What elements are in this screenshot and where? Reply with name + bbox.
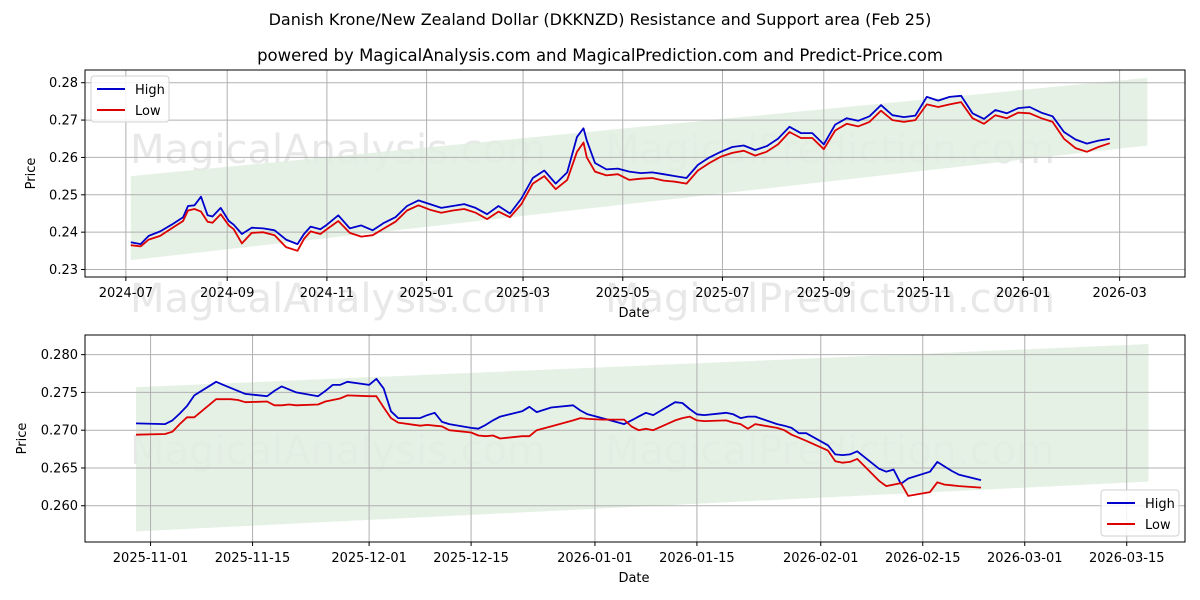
- support-resistance-band: [130, 77, 1148, 261]
- plot-frame: [84, 69, 1186, 278]
- x-tick-label: 2025-03: [496, 286, 550, 301]
- y-axis-label: Price: [15, 423, 30, 455]
- x-tick-label: 2026-02-15: [885, 551, 961, 566]
- chart-title: Danish Krone/New Zealand Dollar (DKKNZD)…: [268, 10, 932, 29]
- x-tick-label: 2025-12-15: [433, 551, 509, 566]
- high-price-line: [130, 94, 1110, 246]
- x-tick-label: 2025-11-15: [215, 551, 291, 566]
- x-tick-label: 2025-11: [896, 286, 950, 301]
- chart-subtitle: powered by MagicalAnalysis.com and Magic…: [257, 46, 943, 65]
- y-tick-label: 0.23: [49, 263, 78, 278]
- x-tick-label: 2026-03-15: [1089, 551, 1165, 566]
- x-tick-label: 2026-02-01: [783, 551, 859, 566]
- x-tick-label: 2024-09: [200, 286, 254, 301]
- y-tick-label: 0.265: [41, 461, 78, 476]
- y-tick-label: 0.260: [41, 499, 78, 514]
- x-tick-label: 2025-07: [695, 286, 749, 301]
- x-tick-label: 2025-01: [399, 286, 453, 301]
- watermark-text: MagicalPrediction.com: [605, 276, 1055, 322]
- y-tick-label: 0.25: [49, 188, 78, 203]
- y-tick-label: 0.275: [41, 386, 78, 401]
- x-tick-label: 2026-03-01: [987, 551, 1063, 566]
- y-axis-label: Price: [24, 158, 39, 190]
- x-tick-label: 2026-01: [996, 286, 1050, 301]
- y-tick-label: 0.26: [49, 151, 78, 166]
- high-price-line: [135, 377, 982, 485]
- x-tick-label: 2024-07: [99, 286, 153, 301]
- bottom-price-chart: MagicalAnalysis.comMagicalPrediction.com…: [15, 334, 1186, 586]
- low-price-line: [135, 394, 982, 497]
- x-tick-label: 2026-01-15: [659, 551, 735, 566]
- y-tick-label: 0.28: [49, 76, 78, 91]
- x-tick-label: 2026-03: [1092, 286, 1146, 301]
- y-tick-label: 0.270: [41, 424, 78, 439]
- x-tick-label: 2024-11: [300, 286, 354, 301]
- x-tick-label: 2025-05: [596, 286, 650, 301]
- x-tick-label: 2025-11-01: [113, 551, 189, 566]
- x-axis-label: Date: [618, 306, 649, 321]
- legend-label: Low: [1145, 518, 1171, 533]
- legend-label: High: [135, 83, 165, 98]
- watermark-text: MagicalAnalysis.com: [130, 276, 546, 322]
- x-tick-label: 2025-12-01: [331, 551, 407, 566]
- low-price-line: [130, 101, 1111, 252]
- plot-frame: [84, 334, 1186, 543]
- top-price-chart: MagicalAnalysis.com MagicalPrediction.com…: [24, 69, 1186, 322]
- legend: High Low: [90, 75, 170, 123]
- x-tick-label: 2025-09: [797, 286, 851, 301]
- legend-label: Low: [135, 104, 161, 119]
- y-tick-label: 0.27: [49, 114, 78, 129]
- legend-label: High: [1145, 497, 1175, 512]
- legend: High Low: [1100, 489, 1180, 537]
- y-tick-label: 0.24: [49, 226, 78, 241]
- x-axis-label: Date: [618, 571, 649, 586]
- support-resistance-band: [135, 344, 1149, 532]
- y-tick-label: 0.280: [41, 348, 78, 363]
- x-tick-label: 2026-01-01: [557, 551, 633, 566]
